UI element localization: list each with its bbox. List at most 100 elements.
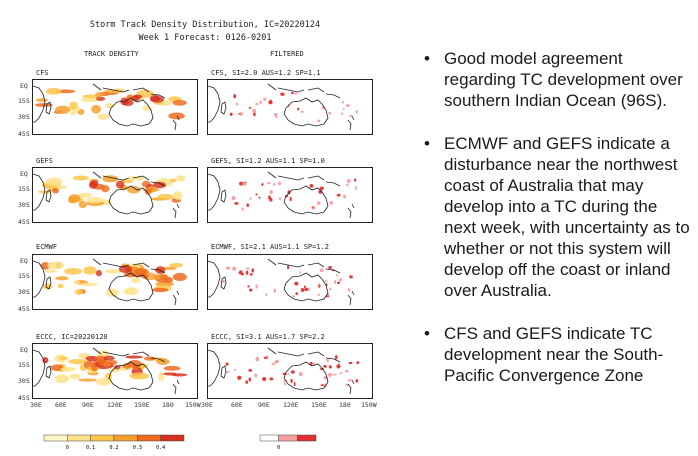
filtered-dot xyxy=(245,270,249,275)
filtered-dot xyxy=(309,183,314,188)
filtered-dot xyxy=(233,368,237,371)
coastline xyxy=(108,97,154,127)
filtered-dot xyxy=(238,270,243,275)
filtered-dot xyxy=(249,197,252,200)
filtered-dot xyxy=(275,115,278,119)
bullet-list: • Good model agreement regarding TC deve… xyxy=(418,48,694,408)
density-blob xyxy=(118,265,132,274)
filtered-dot xyxy=(259,100,262,105)
filtered-dot xyxy=(347,379,352,382)
colorbar-swatch xyxy=(259,434,279,442)
filtered-dot xyxy=(287,372,290,375)
coastline xyxy=(92,171,102,179)
density-blob xyxy=(60,366,76,372)
filtered-dot xyxy=(336,274,338,277)
filtered-dot xyxy=(335,357,337,360)
coastline xyxy=(277,351,325,357)
filtered-dot xyxy=(292,295,295,298)
coastline xyxy=(208,260,221,298)
filtered-dot xyxy=(328,111,331,115)
filtered-dot xyxy=(290,378,293,384)
density-blob xyxy=(56,185,67,190)
filtered-dot xyxy=(263,356,268,359)
filtered-dot xyxy=(237,375,242,380)
filtered-dot xyxy=(346,178,351,184)
colorbar-swatch xyxy=(137,434,161,442)
lat-label: 45S xyxy=(18,218,30,226)
filtered-dot xyxy=(341,101,345,104)
filtered-map-3 xyxy=(207,254,373,310)
coastline xyxy=(102,175,150,181)
lat-label: EQ xyxy=(20,82,28,90)
colorbar-swatch xyxy=(113,434,138,442)
filtered-dot xyxy=(336,193,341,197)
filtered-dot xyxy=(247,285,250,288)
filtered-dot xyxy=(291,91,294,95)
density-blob xyxy=(158,372,165,382)
map-canvas xyxy=(33,258,187,306)
filtered-dot xyxy=(242,182,247,186)
filtered-dot xyxy=(269,190,273,195)
density-blob xyxy=(55,105,71,114)
density-blob xyxy=(169,262,183,268)
filtered-dot xyxy=(263,97,267,101)
density-blob xyxy=(144,188,152,195)
filtered-dot xyxy=(246,203,250,208)
lat-label: EQ xyxy=(20,346,28,354)
filtered-dot xyxy=(262,376,267,382)
density-blob xyxy=(96,377,112,386)
coastline xyxy=(45,101,52,115)
filtered-dot xyxy=(349,115,353,118)
filtered-dot xyxy=(278,197,282,201)
density-blob xyxy=(172,99,187,106)
filtered-dot xyxy=(323,375,327,380)
lat-label: 45S xyxy=(18,305,30,313)
filtered-dot xyxy=(245,380,249,384)
coastline xyxy=(220,189,227,203)
filtered-dot xyxy=(239,181,244,186)
density-blob xyxy=(91,364,98,372)
density-blob xyxy=(151,287,169,293)
filtered-dot xyxy=(319,268,324,273)
filtered-dot xyxy=(346,183,349,187)
coastline xyxy=(92,83,102,91)
lat-label: 15S xyxy=(18,97,30,105)
colorbar-swatch xyxy=(43,434,68,442)
filtered-dot xyxy=(328,266,332,269)
filtered-dot xyxy=(267,182,271,185)
lat-label: 30S xyxy=(18,288,30,296)
map-canvas xyxy=(208,258,355,306)
filtered-dot xyxy=(249,273,253,276)
density-blob xyxy=(74,288,84,295)
filtered-dot xyxy=(255,284,258,289)
filtered-dot xyxy=(277,181,282,186)
filtered-dot xyxy=(336,364,341,369)
lat-label: 15S xyxy=(18,272,30,280)
filtered-dot xyxy=(251,268,254,273)
filtered-dot xyxy=(317,293,321,296)
lat-label: 30S xyxy=(18,377,30,385)
filtered-dot xyxy=(307,287,311,292)
row2-right-label: GEFS, SI=1.2 AUS=1.1 SP=1.0 xyxy=(211,157,325,165)
filtered-dot xyxy=(248,106,252,109)
colorbar-tick-label: 0 xyxy=(66,445,69,451)
coastline xyxy=(220,365,227,379)
filtered-dot xyxy=(289,196,292,202)
filtered-dot xyxy=(271,362,276,365)
filtered-dot xyxy=(254,373,258,378)
bullet-item: • Good model agreement regarding TC deve… xyxy=(418,48,694,111)
coastline xyxy=(92,347,102,355)
density-blob xyxy=(104,269,124,274)
density-blob xyxy=(95,270,102,277)
coastline xyxy=(220,276,227,290)
filtered-dot xyxy=(295,292,298,296)
density-blob xyxy=(55,276,69,281)
coastline xyxy=(277,87,325,93)
filtered-dot xyxy=(347,288,351,292)
lon-label: 150W xyxy=(361,401,377,409)
filtered-dot xyxy=(255,102,259,106)
track-density-map-2 xyxy=(32,167,198,223)
coastline xyxy=(347,115,355,131)
density-blob xyxy=(35,98,49,102)
filtered-dot xyxy=(354,186,357,190)
